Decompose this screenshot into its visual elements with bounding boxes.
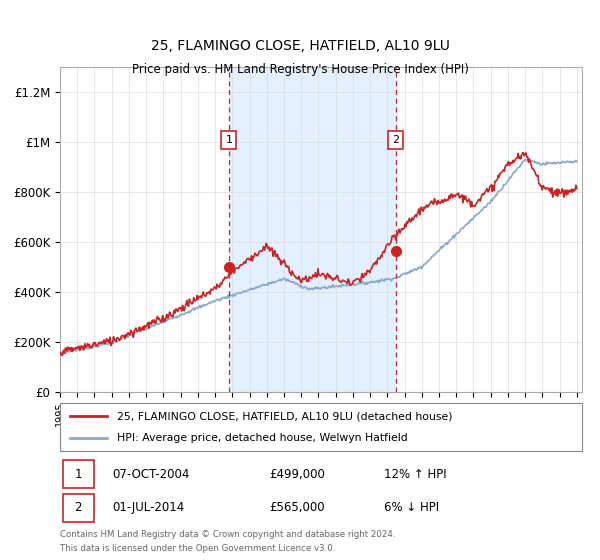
Text: 07-OCT-2004: 07-OCT-2004 — [112, 468, 190, 481]
Text: 2: 2 — [74, 501, 82, 515]
Text: Price paid vs. HM Land Registry's House Price Index (HPI): Price paid vs. HM Land Registry's House … — [131, 63, 469, 76]
Text: 25, FLAMINGO CLOSE, HATFIELD, AL10 9LU (detached house): 25, FLAMINGO CLOSE, HATFIELD, AL10 9LU (… — [118, 411, 453, 421]
Bar — [229, 67, 396, 392]
Text: 6% ↓ HPI: 6% ↓ HPI — [383, 501, 439, 515]
Text: 12% ↑ HPI: 12% ↑ HPI — [383, 468, 446, 481]
Text: 1: 1 — [74, 468, 82, 481]
Text: 2: 2 — [392, 134, 400, 144]
Text: £565,000: £565,000 — [269, 501, 325, 515]
FancyBboxPatch shape — [60, 403, 582, 451]
Text: This data is licensed under the Open Government Licence v3.0.: This data is licensed under the Open Gov… — [60, 544, 335, 553]
Text: 01-JUL-2014: 01-JUL-2014 — [112, 501, 184, 515]
Text: £499,000: £499,000 — [269, 468, 325, 481]
Text: 1: 1 — [226, 134, 232, 144]
Text: Contains HM Land Registry data © Crown copyright and database right 2024.: Contains HM Land Registry data © Crown c… — [60, 530, 395, 539]
Text: 25, FLAMINGO CLOSE, HATFIELD, AL10 9LU: 25, FLAMINGO CLOSE, HATFIELD, AL10 9LU — [151, 39, 449, 53]
FancyBboxPatch shape — [62, 460, 94, 488]
FancyBboxPatch shape — [62, 494, 94, 522]
Text: HPI: Average price, detached house, Welwyn Hatfield: HPI: Average price, detached house, Welw… — [118, 433, 408, 443]
